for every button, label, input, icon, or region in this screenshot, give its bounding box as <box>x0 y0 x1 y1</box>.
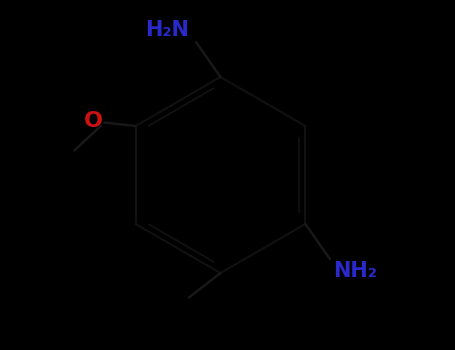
Text: NH₂: NH₂ <box>334 261 377 281</box>
Text: H₂N: H₂N <box>145 20 189 40</box>
Text: O: O <box>83 111 102 131</box>
